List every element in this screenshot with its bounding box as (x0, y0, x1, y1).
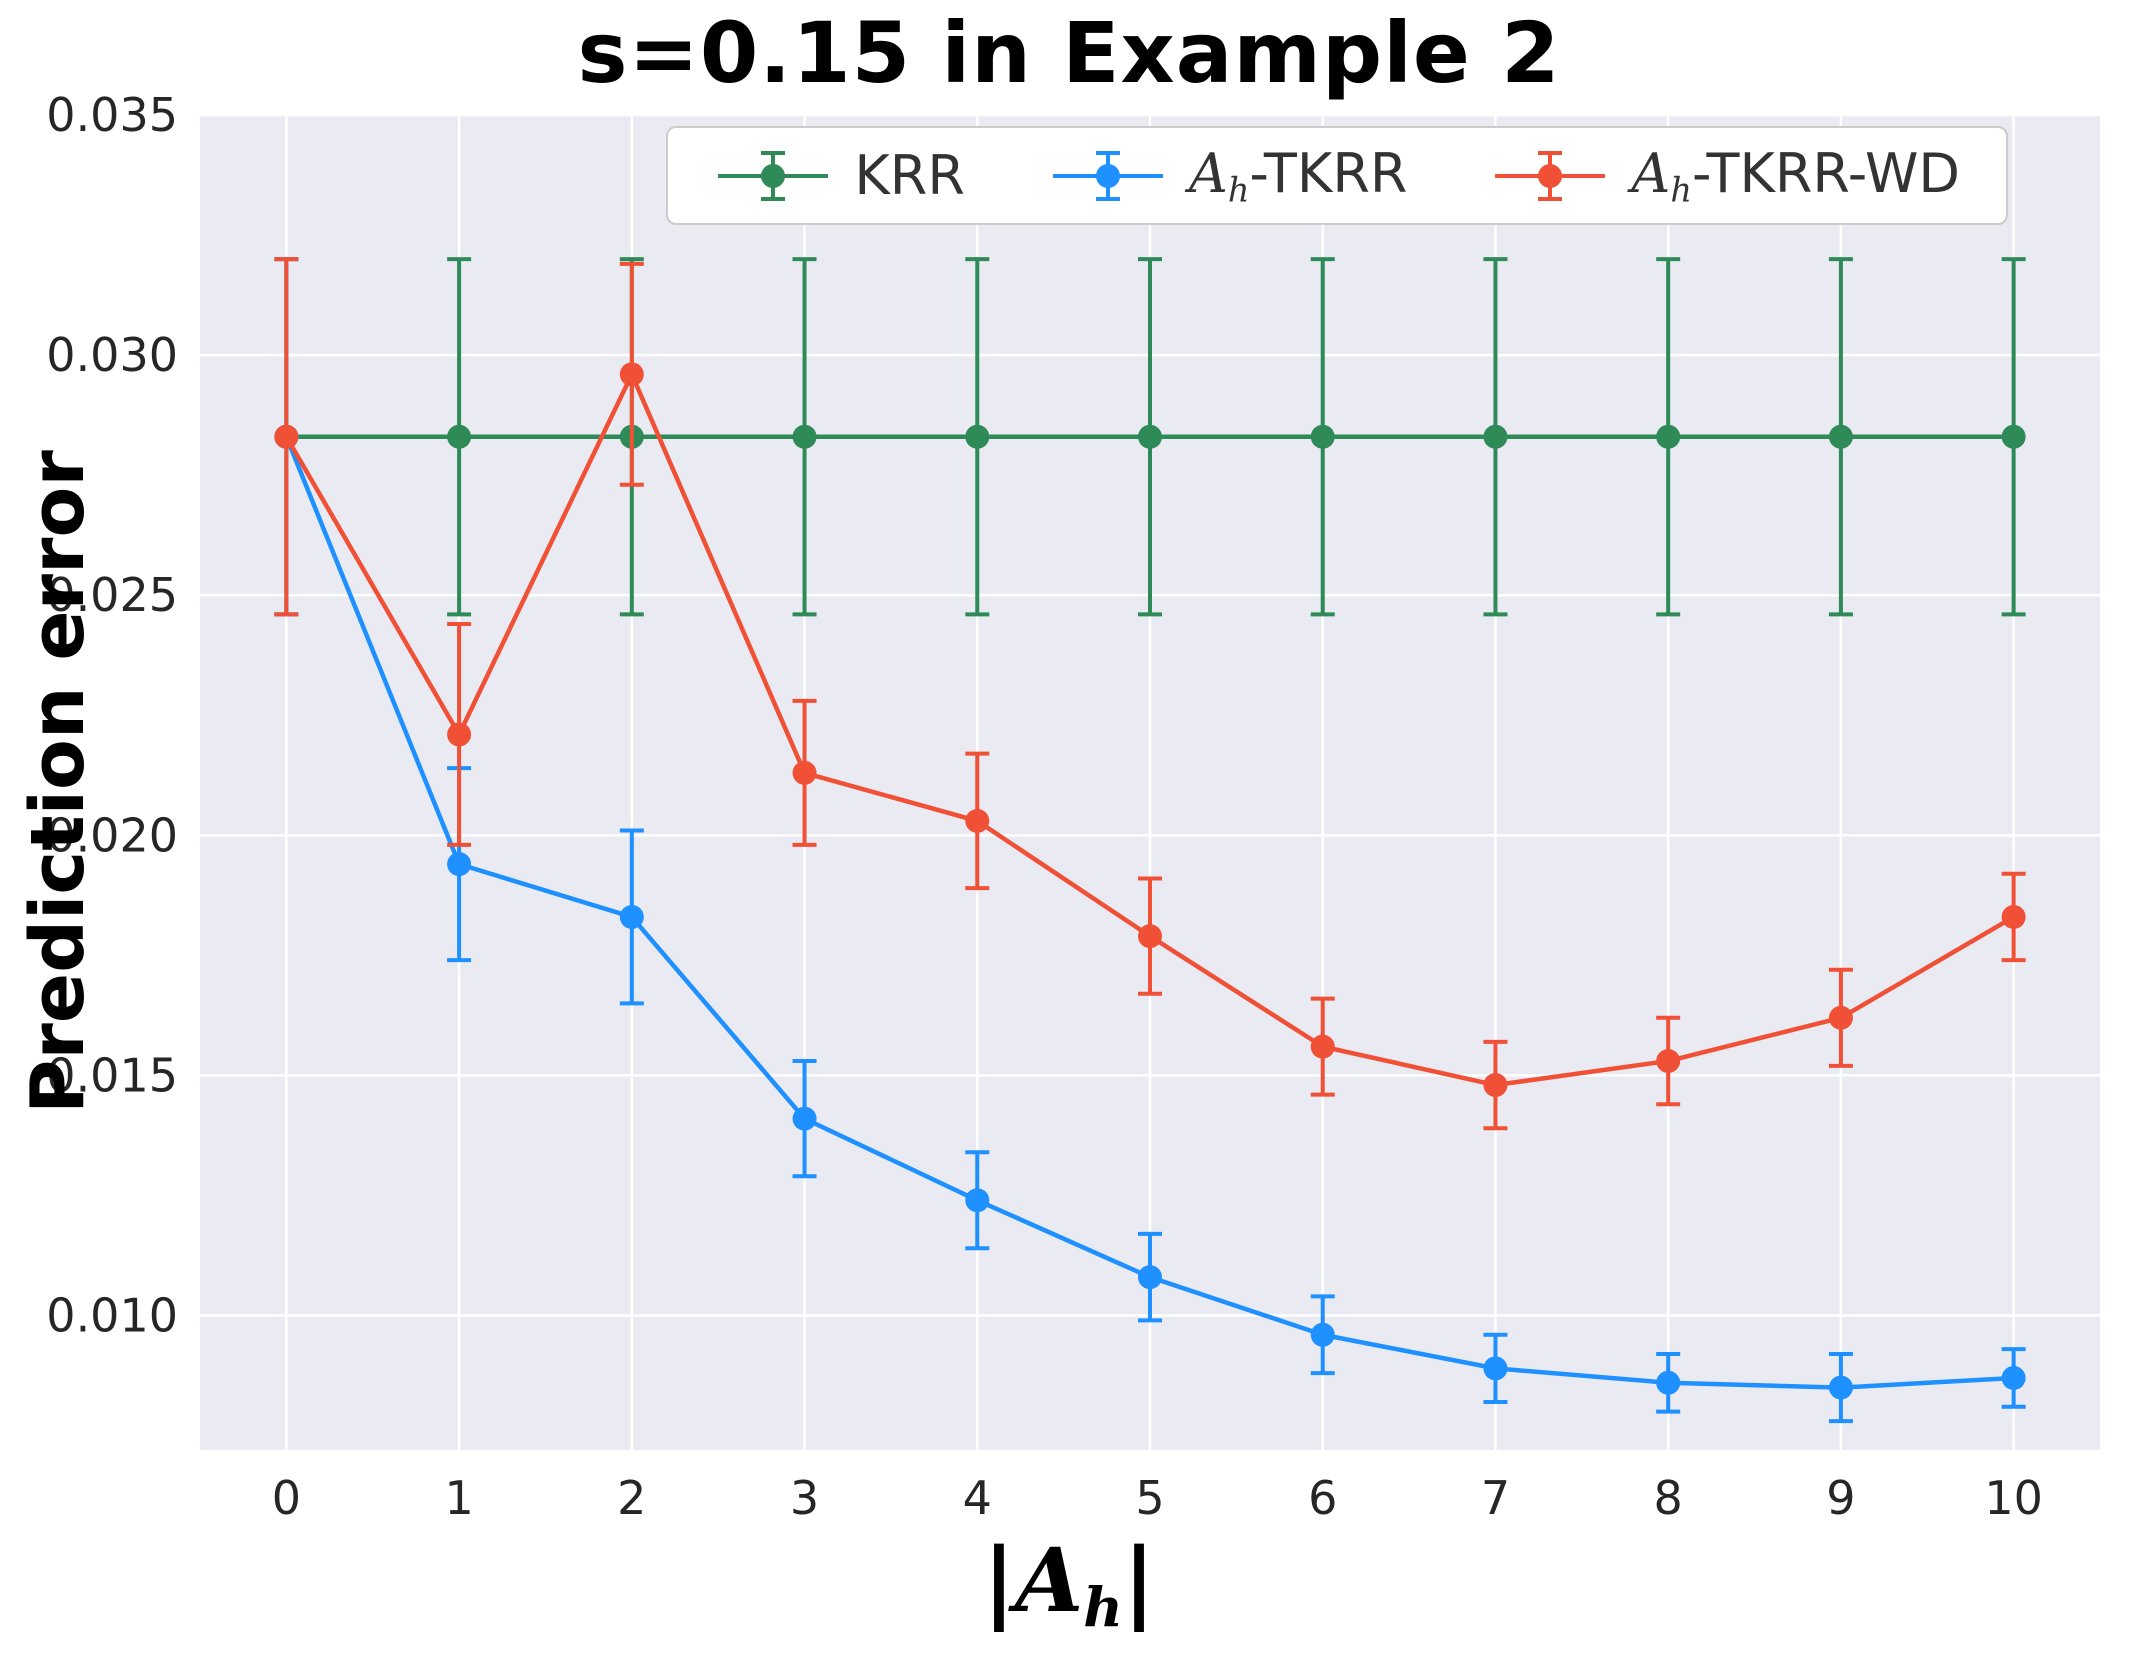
legend-item-label: Ah-TKRR-WD (1631, 142, 1960, 209)
data-point-Ah-TKRR (1656, 1370, 1681, 1395)
data-point-KRR (1138, 424, 1162, 449)
data-point-Ah-TKRR (1138, 1265, 1162, 1290)
xlabel-left-bar: | (982, 1529, 1016, 1632)
y-tick-label: 0.010 (46, 1289, 178, 1343)
data-point-KRR (1310, 424, 1335, 449)
data-point-Ah-TKRR-WD (447, 722, 472, 747)
legend-item-label: KRR (854, 144, 964, 207)
data-point-KRR (447, 424, 472, 449)
x-tick-label: 2 (617, 1471, 646, 1525)
x-tick-label: 4 (963, 1471, 992, 1525)
data-point-Ah-TKRR-WD (619, 362, 644, 387)
legend-item-Ah-TKRR: Ah-TKRR (1049, 142, 1408, 209)
x-tick-label: 3 (790, 1471, 819, 1525)
x-tick-label: 7 (1481, 1471, 1510, 1525)
data-point-Ah-TKRR-WD (792, 760, 817, 785)
data-point-KRR (2001, 424, 2026, 449)
data-point-Ah-TKRR-WD (1483, 1073, 1508, 1098)
data-point-Ah-TKRR-WD (1828, 1005, 1853, 1030)
data-point-Ah-TKRR-WD (2001, 904, 2026, 929)
y-tick-label: 0.030 (46, 328, 178, 382)
data-point-KRR (1828, 424, 1853, 449)
legend-script-A: A (1631, 142, 1671, 205)
xlabel-subscript-h: h (1083, 1575, 1123, 1640)
data-point-Ah-TKRR (619, 904, 644, 929)
data-point-Ah-TKRR (1310, 1322, 1335, 1347)
legend-subscript-h: h (1227, 170, 1250, 210)
y-tick-label: 0.020 (46, 808, 178, 862)
legend-label-text: KRR (854, 144, 965, 208)
data-point-KRR (1656, 424, 1681, 449)
legend-marker-icon (1052, 150, 1163, 201)
legend-label-text: -TKRR-WD (1691, 142, 1960, 205)
data-point-Ah-TKRR (1828, 1375, 1853, 1400)
xlabel-right-bar: | (1122, 1529, 1156, 1632)
x-tick-label: 1 (444, 1471, 473, 1525)
legend-item-label: Ah-TKRR (1189, 142, 1408, 209)
legend: KRR Ah-TKRR Ah-TKRR-WD (666, 126, 2008, 226)
y-tick-label: 0.025 (46, 568, 178, 622)
data-point-Ah-TKRR-WD (1656, 1049, 1681, 1074)
data-point-Ah-TKRR (2001, 1365, 2026, 1390)
x-tick-label: 5 (1135, 1471, 1164, 1525)
x-tick-label: 0 (272, 1471, 301, 1525)
data-point-Ah-TKRR (447, 852, 472, 877)
legend-item-KRR: KRR (714, 143, 965, 209)
data-point-Ah-TKRR-WD (965, 808, 990, 833)
x-axis-label: |Ah| (0, 1528, 2138, 1639)
x-tick-label: 10 (1984, 1471, 2043, 1525)
y-tick-label: 0.015 (46, 1048, 178, 1102)
data-point-Ah-TKRR-WD (1310, 1034, 1335, 1059)
data-point-Ah-TKRR (1483, 1356, 1508, 1381)
y-tick-label: 0.035 (46, 88, 178, 142)
xlabel-script-A: A (1015, 1528, 1084, 1632)
legend-subscript-h: h (1670, 170, 1692, 210)
legend-label-text: -TKRR (1249, 142, 1408, 205)
data-point-Ah-TKRR-WD (274, 424, 299, 449)
data-point-Ah-TKRR (965, 1188, 990, 1213)
x-tick-label: 9 (1826, 1471, 1855, 1525)
x-tick-label: 8 (1654, 1471, 1683, 1525)
y-axis-label: Prediction error (15, 450, 101, 1114)
legend-item-Ah-TKRR-WD: Ah-TKRR-WD (1491, 142, 1960, 209)
data-point-KRR (792, 424, 817, 449)
data-point-Ah-TKRR (792, 1106, 817, 1131)
chart-title: s=0.15 in Example 2 (577, 4, 1561, 102)
legend-marker-icon (718, 150, 829, 201)
data-point-Ah-TKRR-WD (1138, 924, 1162, 949)
legend-marker-icon (1495, 150, 1606, 201)
legend-script-A: A (1188, 142, 1228, 205)
x-tick-label: 6 (1308, 1471, 1337, 1525)
data-point-KRR (965, 424, 990, 449)
data-point-KRR (1483, 424, 1508, 449)
